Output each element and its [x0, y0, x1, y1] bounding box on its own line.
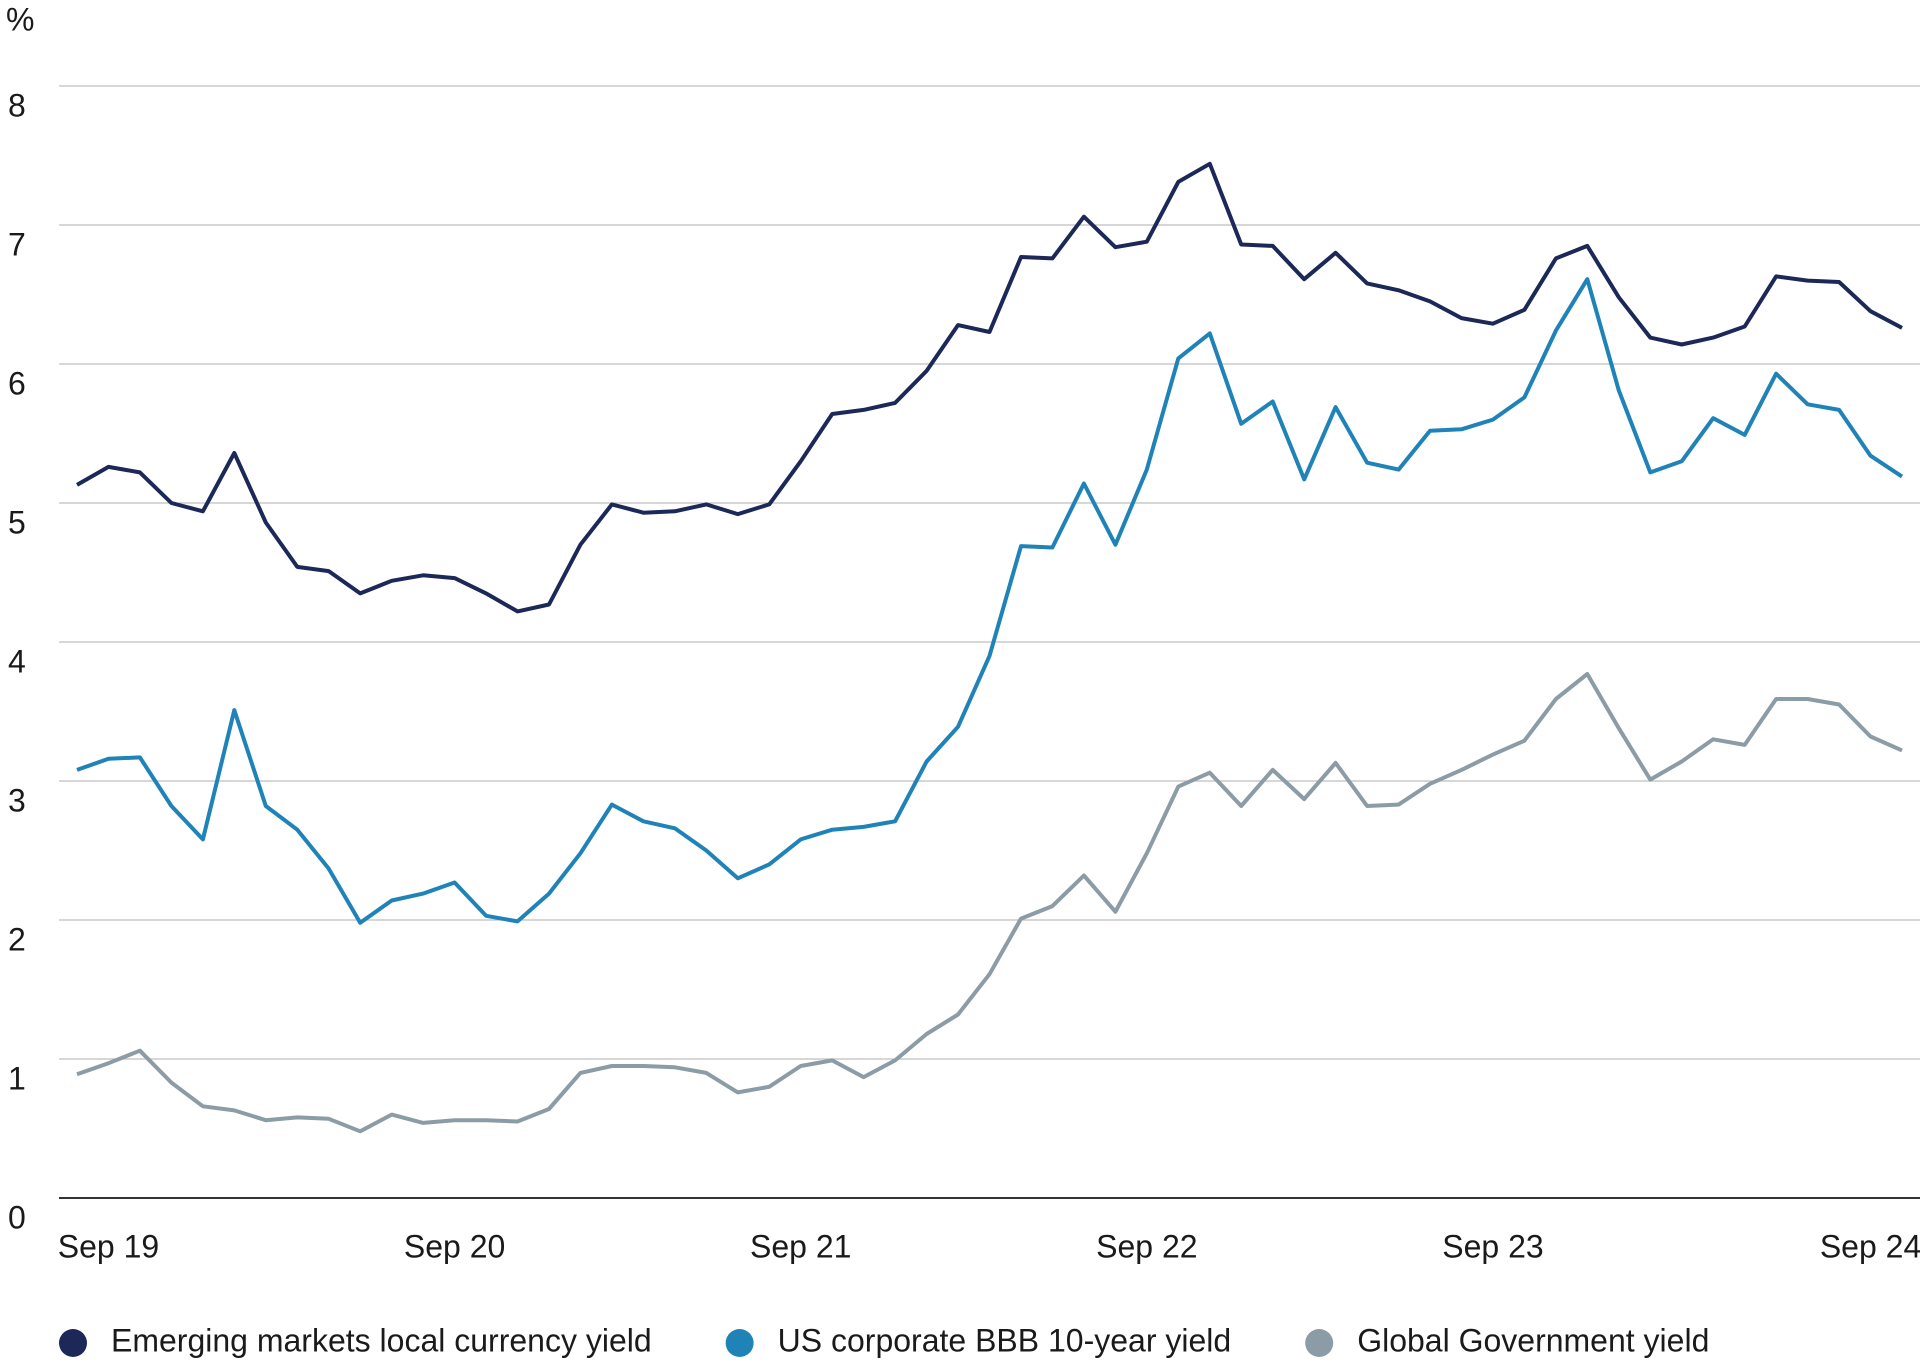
y-tick-label: 7 [8, 226, 26, 262]
x-tick-label: Sep 21 [750, 1228, 851, 1264]
y-tick-label: 0 [8, 1199, 26, 1235]
legend-marker [1305, 1329, 1334, 1357]
legend-marker [725, 1329, 754, 1357]
y-tick-label: 6 [8, 365, 26, 401]
legend-label: US corporate BBB 10-year yield [778, 1322, 1232, 1358]
y-tick-label: 8 [8, 87, 26, 123]
y-tick-label: 4 [8, 643, 26, 679]
x-tick-label: Sep 20 [404, 1228, 505, 1264]
y-tick-label: 1 [8, 1060, 26, 1096]
x-tick-label: Sep 22 [1096, 1228, 1197, 1264]
data-line [76, 161, 1903, 614]
x-tick-label: Sep 23 [1442, 1228, 1543, 1264]
x-tick-label: Sep 24 [1820, 1228, 1920, 1264]
x-tick-label: Sep 19 [58, 1228, 159, 1264]
y-tick-label: 5 [8, 504, 26, 540]
data-line [76, 672, 1903, 1134]
legend-label: Global Government yield [1357, 1322, 1709, 1358]
legend-marker [59, 1329, 87, 1357]
legend-label: Emerging markets local currency yield [111, 1322, 652, 1358]
y-tick-label: 2 [8, 921, 26, 957]
data-line [76, 277, 1904, 925]
y-axis-label: % [6, 1, 34, 37]
y-tick-label: 3 [8, 782, 26, 818]
